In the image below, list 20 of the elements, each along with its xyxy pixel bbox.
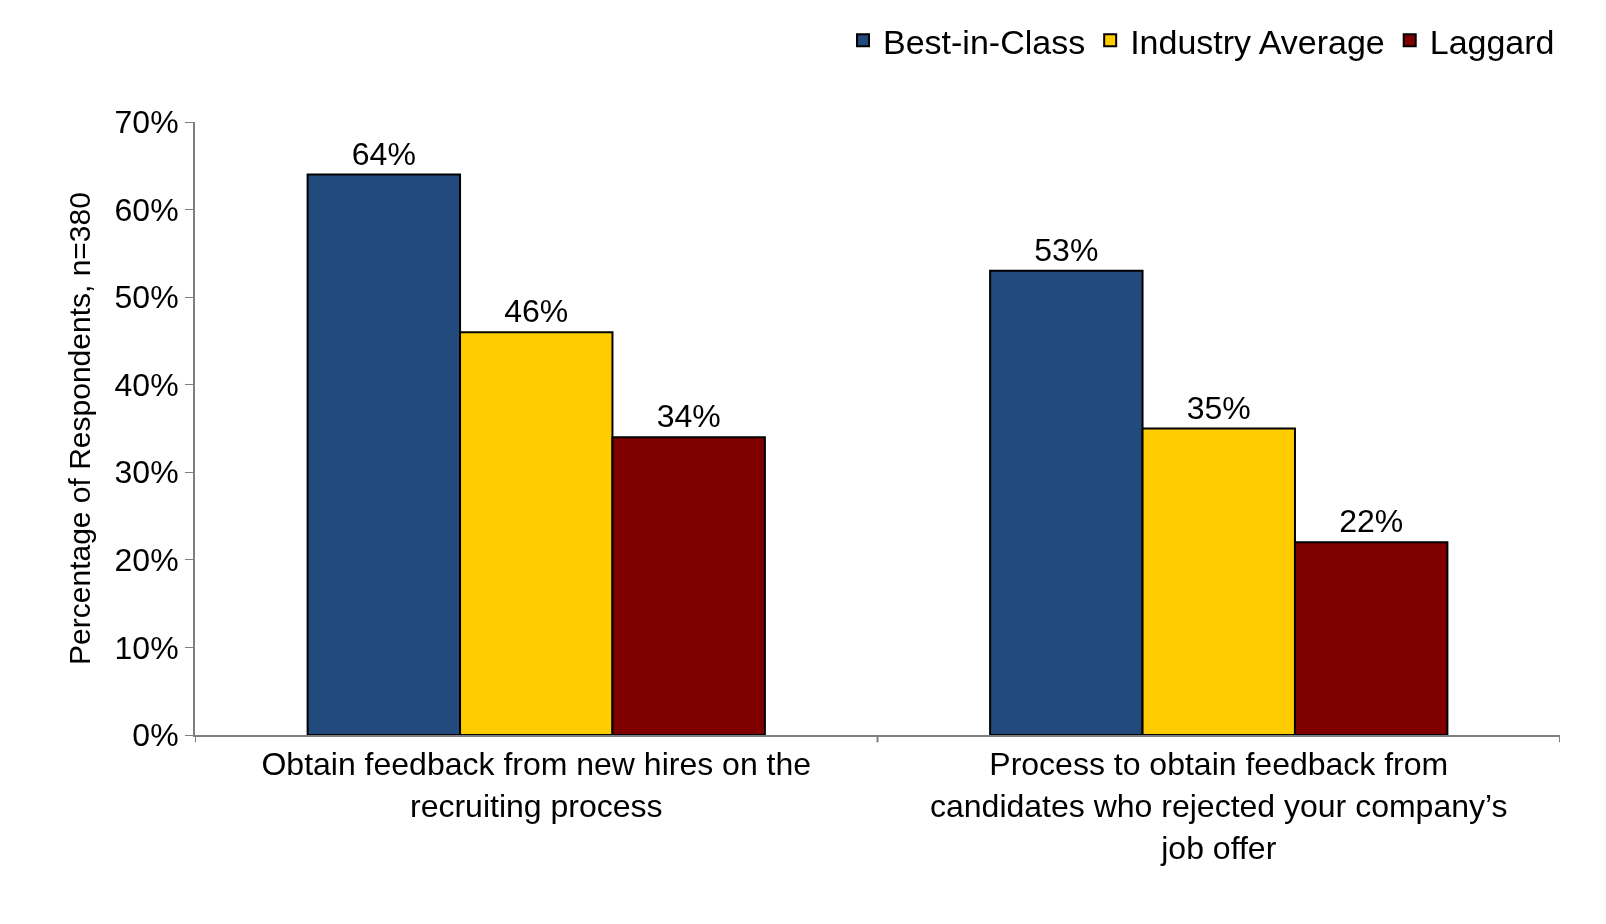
data-label: 22% — [1339, 503, 1404, 540]
legend-label: Laggard — [1429, 22, 1555, 61]
y-axis-title: Percentage of Respondents, n=380 — [63, 192, 97, 665]
data-label: 53% — [1034, 231, 1099, 268]
data-label: 35% — [1186, 389, 1251, 426]
y-tick-label: 20% — [114, 542, 179, 579]
data-label: 64% — [351, 135, 416, 172]
y-tick-label: 50% — [114, 279, 179, 316]
data-label: 46% — [504, 293, 569, 330]
y-tick-label: 30% — [114, 454, 179, 491]
data-label: 34% — [656, 398, 721, 435]
x-tick-label: Obtain feedback from new hires on the recruiting process — [261, 746, 812, 824]
y-tick-label: 0% — [132, 717, 179, 754]
y-tick-label: 60% — [114, 191, 179, 228]
legend-label: Best-in-Class — [883, 22, 1086, 61]
y-tick-label: 40% — [114, 366, 179, 403]
legend-label: Industry Average — [1130, 22, 1385, 61]
x-tick-label: Process to obtain feedback from candidates who rejected your company’s job offer — [929, 746, 1508, 866]
y-tick-label: 70% — [114, 104, 179, 141]
y-tick-label: 10% — [114, 629, 179, 666]
